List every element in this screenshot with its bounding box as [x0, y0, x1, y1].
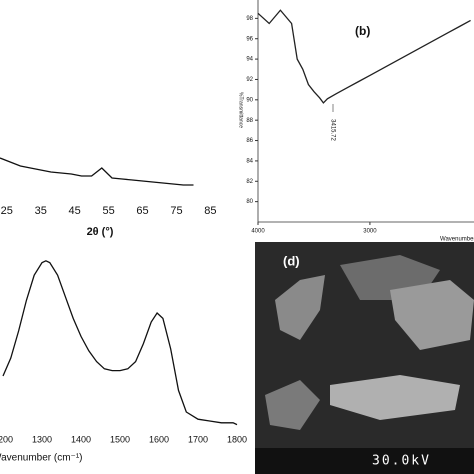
x-tick-label: 25: [1, 205, 13, 217]
x-tick-label: 1700: [188, 434, 208, 444]
x-tick-label: 35: [35, 205, 47, 217]
y-tick-label: 80: [246, 199, 253, 205]
x-tick-label: 55: [102, 205, 114, 217]
x-tick-label: 85: [204, 205, 216, 217]
annotation: 3415.72: [329, 119, 335, 141]
x-tick-label: 1400: [71, 434, 91, 444]
x-tick-label: 3000: [363, 229, 377, 235]
x-axis-label: Wavenumber (cm⁻¹): [0, 453, 82, 464]
x-tick-label: 1300: [32, 434, 52, 444]
x-tick-label: 1600: [149, 434, 169, 444]
y-tick-label: 88: [246, 118, 253, 124]
y-tick-label: 90: [246, 97, 253, 103]
data-line: [0, 157, 194, 186]
y-tick-label: 98: [246, 16, 253, 22]
data-line: [2, 260, 238, 426]
panel-label: (b): [355, 24, 370, 38]
y-tick-label: 94: [246, 57, 253, 63]
x-tick-label: 4000: [251, 229, 265, 235]
y-tick-label: 96: [246, 36, 253, 42]
x-tick-label: 65: [136, 205, 148, 217]
y-tick-label: 86: [246, 138, 253, 144]
sem-image: (d) 30.0kV: [255, 242, 474, 474]
flake: [275, 275, 325, 340]
panel-label: (d): [283, 253, 300, 268]
scale-bar: [255, 448, 474, 474]
x-axis-label: 2θ (°): [87, 226, 114, 238]
x-tick-label: 45: [69, 205, 81, 217]
data-line: [257, 9, 471, 104]
y-tick-label: 84: [246, 158, 253, 164]
scale-text: 30.0kV: [372, 454, 431, 469]
flake: [390, 280, 474, 350]
y-tick-label: 92: [246, 77, 253, 83]
x-tick-label: 1200: [0, 434, 13, 444]
flake: [265, 380, 320, 430]
x-tick-label: 1500: [110, 434, 130, 444]
x-tick-label: 75: [170, 205, 182, 217]
y-tick-label: 82: [246, 179, 253, 185]
flake: [330, 375, 460, 420]
x-axis-label: Wavenumbers: [440, 237, 474, 243]
y-axis-label: %Transmittance: [238, 92, 244, 128]
x-tick-label: 1800: [227, 434, 247, 444]
